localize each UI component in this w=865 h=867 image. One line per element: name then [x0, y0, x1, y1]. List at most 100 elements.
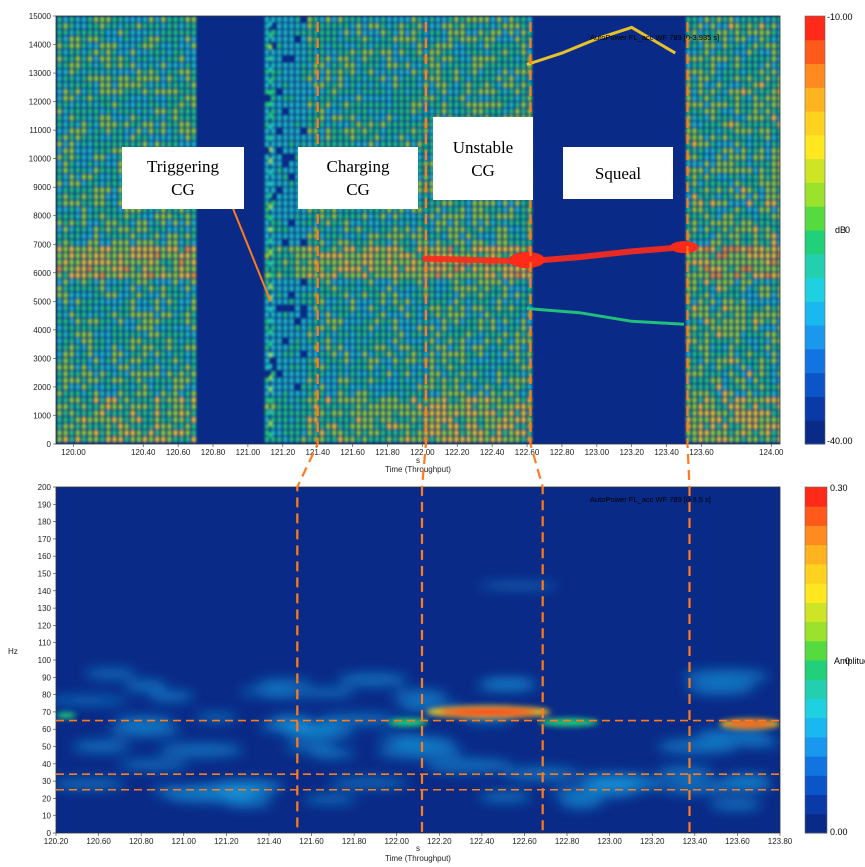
top-colorbar-step	[805, 396, 825, 421]
bottom-colorbar-step	[805, 775, 827, 796]
bottom-x-tick-label: 122.40	[470, 837, 495, 846]
bottom-colorbar-step	[805, 640, 827, 661]
top-colorbar-step	[805, 420, 825, 445]
top-y-tick-label: 2000	[33, 383, 51, 392]
bottom-blob	[424, 758, 514, 773]
top-y-tick-label: 0	[47, 440, 52, 449]
bottom-blob	[108, 724, 182, 737]
top-y-tick-label: 5000	[33, 297, 51, 306]
bottom-blob	[215, 779, 285, 793]
bottom-y-tick-label: 50	[42, 743, 51, 752]
bottom-x-label: Time (Throughput)	[385, 854, 451, 863]
bottom-blob	[328, 777, 409, 789]
bottom-colorbar-step	[805, 717, 827, 738]
top-colorbar-step	[805, 206, 825, 231]
bottom-x-tick-label: 123.40	[683, 837, 708, 846]
top-colorbar-unit: dB	[835, 225, 846, 235]
bottom-blob	[310, 748, 356, 759]
top-y-tick-label: 9000	[33, 183, 51, 192]
bottom-y-tick-label: 30	[42, 777, 51, 786]
top-colorbar-step	[805, 372, 825, 397]
top-x-label: Time (Throughput)	[385, 465, 451, 474]
bottom-colorbar-step	[805, 583, 827, 603]
phase-label-squeal: Squeal	[563, 147, 673, 199]
phase-label-unstable: Unstable CG	[433, 117, 533, 200]
top-x-axis: 120.00 120.40 120.60 120.80 121.00 121.20 121.…	[61, 444, 784, 457]
bottom-x-tick-label: 120.80	[129, 837, 154, 846]
top-spectrogram: AutoPower FL_acc WF 789 [0-3.935 s] 0 100…	[29, 12, 784, 474]
bottom-x-tick-label: 120.20	[44, 837, 69, 846]
bottom-y-tick-label: 160	[38, 552, 52, 561]
bottom-x-axis: 120.20 120.60 120.80 121.00 121.20 121.40 121.…	[44, 833, 793, 846]
bottom-colorbar-step	[805, 736, 827, 757]
bottom-x-unit: s	[416, 844, 420, 853]
top-x-tick-label: 120.80	[201, 448, 226, 457]
phase-label-triggering: Triggering CG	[122, 147, 244, 209]
bottom-title: AutoPower FL_acc WF 789 [0-3.5 s]	[590, 495, 711, 504]
top-colorbar-mid: 0	[845, 225, 850, 235]
bottom-y-axis: 0 10 20 30 40 50 60 70 80 90 100 110 120 130 140 150 160…	[38, 483, 56, 838]
bottom-x-tick-label: 122.20	[427, 837, 452, 846]
bottom-blob	[303, 794, 358, 805]
bottom-blob	[376, 744, 464, 759]
top-colorbar-max: -10.00	[827, 12, 853, 22]
bottom-colorbar-max: 0.30	[830, 483, 848, 493]
top-y-tick-label: 15000	[29, 12, 52, 21]
phase-boundary-line	[529, 22, 544, 833]
bottom-blob	[194, 712, 238, 722]
bottom-blob	[124, 679, 168, 692]
top-colorbar-step	[805, 134, 825, 160]
bottom-blob	[656, 766, 714, 780]
top-y-tick-label: 11000	[29, 126, 51, 135]
top-x-tick-label: 122.20	[445, 448, 470, 457]
top-x-tick-label: 121.40	[305, 448, 330, 457]
bottom-x-tick-label: 122.00	[384, 837, 409, 846]
bottom-colorbar-step	[805, 813, 827, 834]
triggering-pointer	[231, 205, 272, 302]
bottom-plot-area	[56, 487, 780, 833]
top-colorbar-step	[805, 87, 825, 112]
top-x-tick-label: 121.80	[375, 448, 400, 457]
bottom-colorbar-step	[805, 698, 827, 719]
bottom-colorbar-unit: Amplitude	[834, 656, 865, 666]
top-y-tick-label: 4000	[33, 326, 51, 335]
bottom-blob	[709, 798, 763, 811]
bottom-colorbar-step	[805, 602, 827, 623]
bottom-x-tick-label: 121.20	[214, 837, 239, 846]
bottom-y-tick-label: 70	[42, 708, 51, 717]
bottom-band	[538, 718, 599, 727]
top-colorbar-step	[805, 39, 825, 65]
top-x-tick-label: 121.60	[340, 448, 365, 457]
top-y-tick-label: 10000	[29, 155, 52, 164]
bottom-y-tick-label: 90	[42, 673, 51, 682]
bottom-x-tick-label: 121.00	[172, 837, 197, 846]
top-colorbar-step	[805, 111, 825, 136]
bottom-y-tick-label: 140	[38, 587, 52, 596]
bottom-colorbar-step	[805, 679, 827, 699]
top-y-tick-label: 13000	[29, 69, 52, 78]
bottom-blob	[392, 689, 448, 704]
bottom-y-tick-label: 0	[47, 829, 52, 838]
bottom-blob	[118, 759, 189, 771]
bottom-blob	[239, 687, 292, 696]
bottom-x-tick-label: 121.40	[257, 837, 282, 846]
top-y-tick-label: 8000	[33, 212, 51, 221]
bottom-blob	[84, 668, 138, 680]
bottom-blob	[660, 780, 727, 794]
top-colorbar-step	[805, 230, 825, 255]
bottom-blob	[317, 713, 400, 726]
bottom-y-tick-label: 20	[42, 794, 51, 803]
bottom-blob	[306, 687, 356, 698]
top-colorbar-step	[805, 158, 825, 183]
bottom-blob	[148, 690, 195, 702]
bottom-x-tick-label: 123.80	[768, 837, 793, 846]
bottom-blob	[270, 714, 314, 729]
top-colorbar-step	[805, 182, 825, 207]
bottom-blob	[71, 740, 132, 753]
top-x-tick-label: 123.60	[689, 448, 714, 457]
bottom-x-tick-label: 123.00	[597, 837, 622, 846]
bottom-blob	[376, 734, 426, 743]
bottom-colorbar-step	[805, 794, 827, 815]
bottom-colorbar-step	[805, 756, 827, 776]
top-x-tick-label: 120.60	[166, 448, 191, 457]
